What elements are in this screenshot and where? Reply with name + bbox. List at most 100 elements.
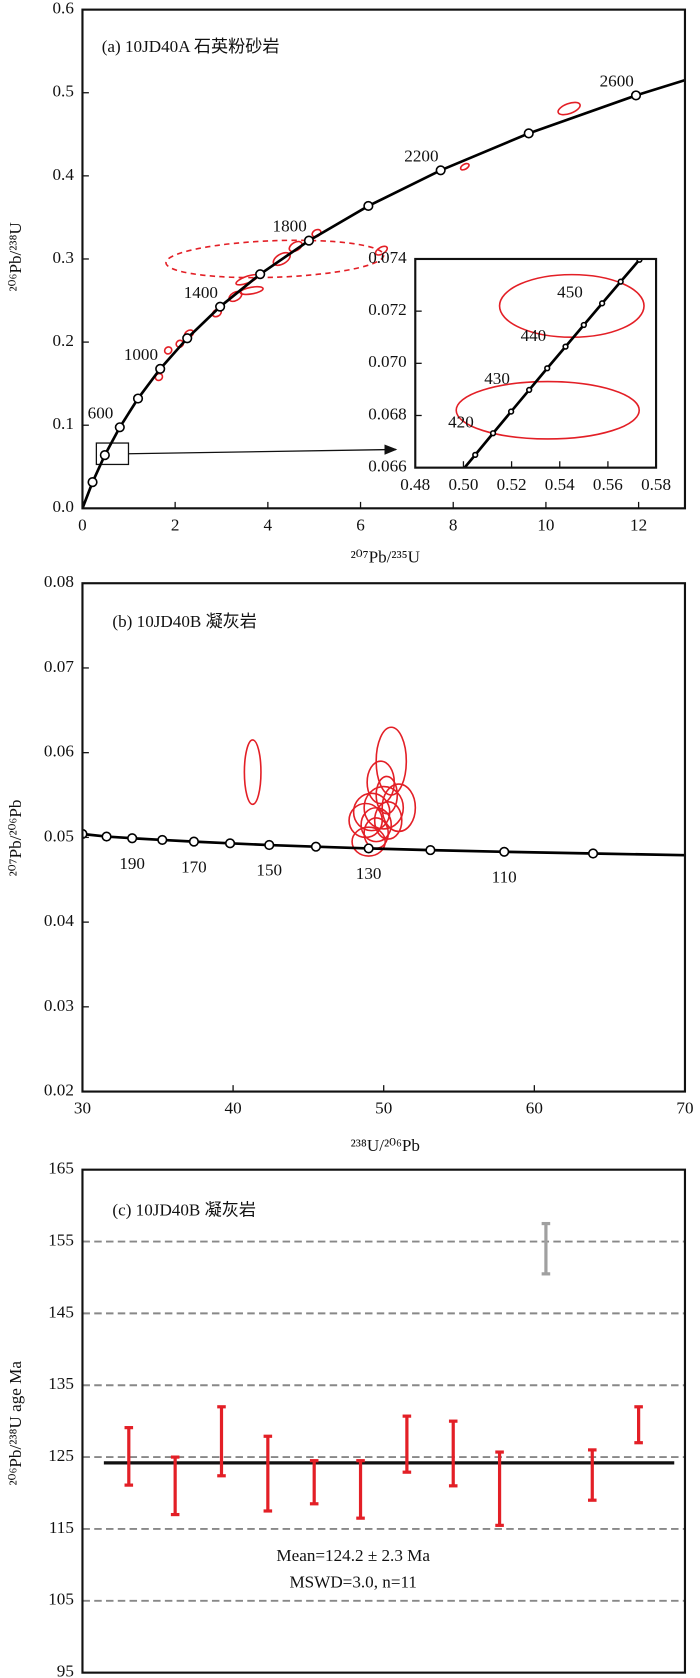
x-tick-label: 30 (74, 1099, 91, 1118)
error-ellipse (352, 792, 391, 832)
age-marker (363, 200, 374, 212)
y-tick-label: 0.2 (53, 331, 74, 350)
x-tick-label: 4 (264, 515, 273, 534)
y-tick-label: 115 (49, 1518, 74, 1537)
age-label: 130 (356, 864, 382, 883)
error-bar (448, 1419, 458, 1488)
x-axis-label: ²³⁸U/²⁰⁶Pb (351, 1136, 420, 1155)
y-tick-label: 105 (48, 1590, 74, 1609)
x-tick-label: 50 (375, 1099, 392, 1118)
age-marker (526, 386, 533, 394)
annotation: Mean=124.2 ± 2.3 Ma (276, 1546, 430, 1565)
y-tick-label: 95 (57, 1662, 74, 1678)
error-bar (634, 1405, 643, 1445)
y-axis-label: ²⁰⁶Pb/²³⁸U age Ma (6, 1361, 25, 1486)
y-tick-label: 135 (48, 1374, 74, 1393)
x-tick-label: 0.58 (641, 475, 671, 494)
x-axis-label: ²⁰⁷Pb/²³⁵U (351, 548, 420, 567)
y-tick-label: 0.066 (368, 457, 407, 476)
y-tick-label: 0.072 (368, 300, 407, 319)
error-ellipse (366, 760, 396, 805)
age-marker (264, 839, 275, 851)
age-marker (598, 300, 606, 307)
y-tick-label: 0.6 (53, 0, 75, 18)
error-bar (170, 1455, 180, 1517)
x-tick-label: 10 (537, 515, 554, 534)
age-marker (303, 235, 315, 246)
age-marker (580, 321, 587, 329)
age-marker (363, 843, 374, 854)
age-label: 170 (181, 857, 207, 876)
age-label: 430 (484, 369, 510, 388)
age-marker (507, 408, 515, 415)
age-marker (224, 838, 236, 849)
y-tick-label: 0.06 (44, 742, 74, 761)
x-tick-label: 0.52 (497, 475, 527, 494)
error-bar (124, 1426, 134, 1487)
plot-group (82, 726, 685, 859)
y-tick-label: 0.07 (44, 657, 74, 676)
age-marker (587, 848, 599, 859)
age-marker (562, 343, 569, 350)
error-bar (402, 1414, 412, 1474)
panel-title: (b) 10JD40B 凝灰岩 (112, 612, 256, 631)
age-marker (435, 165, 446, 176)
error-ellipse (165, 239, 385, 279)
y-axis-label: ²⁰⁷Pb/²⁰⁶Pb (6, 800, 25, 877)
age-marker (425, 845, 436, 856)
age-marker (132, 393, 144, 404)
error-ellipse (557, 101, 581, 116)
error-ellipse (243, 739, 262, 806)
age-marker (215, 301, 226, 312)
inset-background (415, 258, 657, 468)
y-tick-label: 0.03 (44, 996, 74, 1015)
x-tick-label: 70 (676, 1099, 693, 1118)
y-tick-label: 0.08 (44, 572, 74, 591)
age-label: 2600 (600, 71, 634, 90)
y-tick-label: 125 (48, 1446, 74, 1465)
age-marker (255, 269, 266, 280)
zoom-arrow (128, 444, 398, 455)
age-marker (155, 363, 166, 374)
x-tick-label: 60 (526, 1099, 543, 1118)
y-axis-label: ²⁰⁶Pb/²³⁸U (6, 222, 25, 291)
plot-group (455, 258, 645, 468)
x-tick-label: 0.50 (448, 475, 478, 494)
x-tick-label: 12 (630, 515, 647, 534)
x-tick-label: 0.48 (400, 475, 430, 494)
age-marker (472, 451, 479, 459)
error-bar (263, 1434, 273, 1513)
plot-frame (81, 582, 687, 1093)
age-label: 440 (521, 326, 547, 345)
y-tick-label: 0.070 (368, 352, 407, 371)
age-label: 450 (557, 283, 583, 302)
error-ellipse (163, 346, 173, 355)
plot-frame (81, 8, 687, 510)
age-marker (499, 846, 510, 857)
age-marker (127, 833, 138, 844)
error-bar (587, 1448, 597, 1502)
x-tick-label: 0.54 (545, 475, 575, 494)
y-tick-label: 0.04 (44, 911, 74, 930)
error-ellipse (373, 801, 403, 840)
error-ellipse (455, 380, 641, 440)
age-label: 1000 (124, 345, 158, 364)
error-bar (495, 1450, 504, 1527)
error-bar (217, 1405, 226, 1478)
x-tick-label: 0 (78, 515, 87, 534)
age-label: 1400 (184, 283, 218, 302)
age-marker (630, 90, 642, 101)
y-tick-label: 0.0 (53, 497, 74, 516)
y-tick-label: 155 (48, 1230, 74, 1249)
age-label: 110 (492, 867, 517, 886)
x-tick-label: 40 (225, 1099, 242, 1118)
age-label: 2200 (404, 146, 438, 165)
panel-title: (c) 10JD40B 凝灰岩 (112, 1200, 256, 1219)
plot-frame (414, 257, 658, 469)
error-ellipse (351, 826, 387, 857)
age-label: 150 (256, 861, 282, 880)
error-bar (541, 1221, 551, 1276)
age-marker (523, 128, 534, 139)
error-bar (309, 1459, 319, 1506)
